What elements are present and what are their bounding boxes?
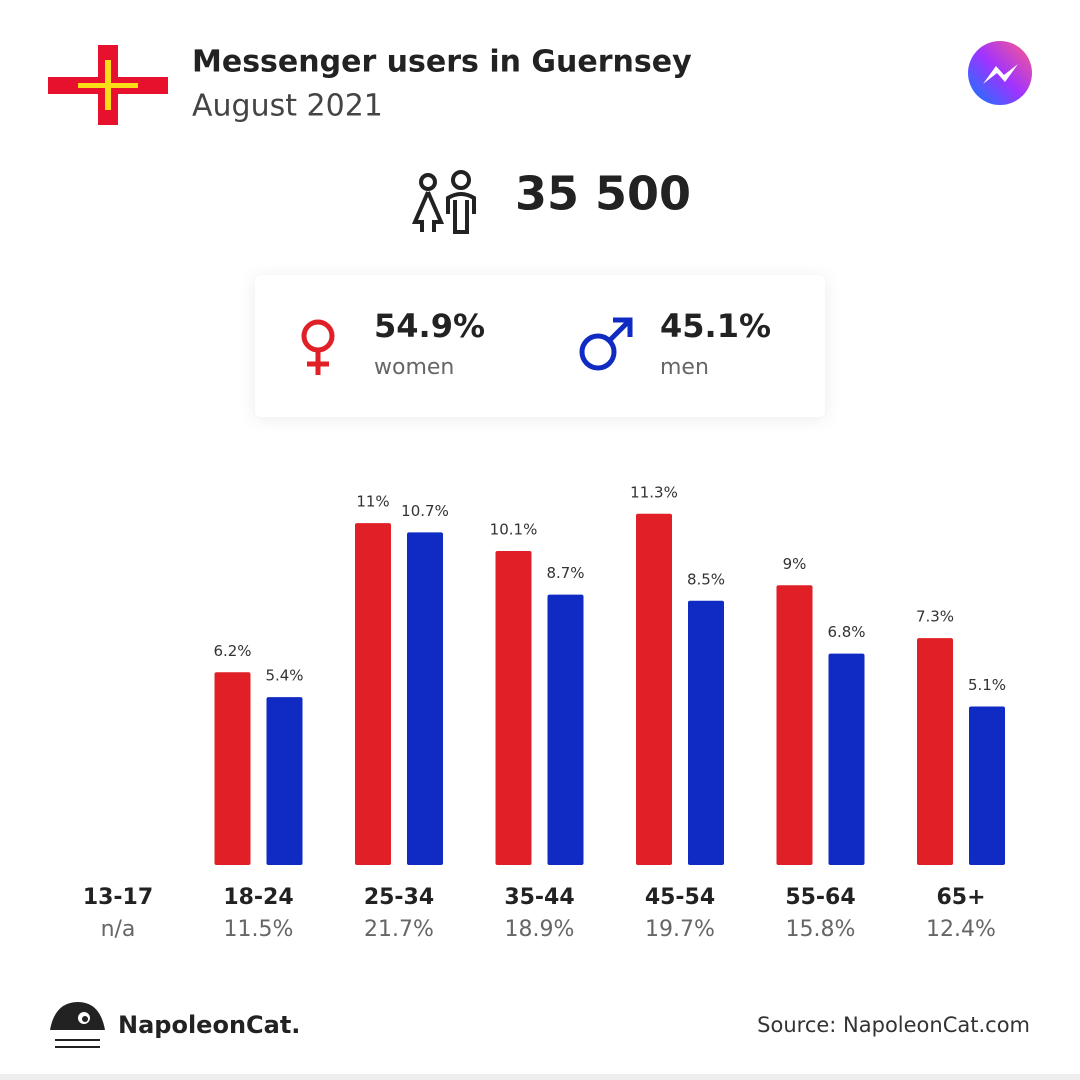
bar — [688, 600, 724, 865]
value-label: 11.3% — [630, 483, 678, 501]
value-label: 8.5% — [687, 570, 725, 588]
title: Messenger users in Guernsey — [192, 45, 692, 80]
value-label: 10.1% — [490, 521, 538, 539]
value-label: 11% — [356, 493, 389, 511]
category-label: 65+ — [936, 885, 985, 910]
bar — [776, 585, 813, 865]
category-total: 18.9% — [505, 917, 575, 942]
category-label: 25-34 — [364, 885, 434, 910]
category-label: 45-54 — [645, 885, 715, 910]
bar — [636, 513, 672, 865]
bar — [266, 697, 303, 865]
people-icon — [411, 170, 476, 234]
subtitle: August 2021 — [192, 89, 383, 124]
value-label: 6.8% — [827, 623, 865, 641]
male-icon — [579, 317, 633, 371]
category-total: 19.7% — [645, 917, 715, 942]
value-label: 5.1% — [968, 676, 1006, 694]
value-label: 5.4% — [265, 667, 303, 685]
bar — [547, 594, 584, 865]
source: Source: NapoleonCat.com — [757, 1013, 1030, 1037]
men-share: 45.1% — [660, 307, 771, 345]
bottom-strip — [0, 1074, 1080, 1080]
bar — [407, 532, 443, 865]
bar — [495, 551, 532, 865]
bar-chart: 13-17 n/a 18-24 11.5% 6.2% 5.4% 25-34 21.7% 11% 1… — [83, 483, 1006, 942]
category-total: 21.7% — [364, 917, 434, 942]
gender-card — [255, 275, 825, 417]
category-total: 12.4% — [926, 917, 996, 942]
men-label: men — [660, 355, 709, 380]
value-label: 9% — [783, 555, 807, 573]
total-users: 35 500 — [515, 167, 691, 221]
brand: NapoleonCat. — [118, 1011, 300, 1039]
category-total: n/a — [101, 917, 136, 942]
category-label: 55-64 — [785, 885, 855, 910]
napoleoncat-logo — [50, 1002, 105, 1048]
category-total: 11.5% — [224, 917, 294, 942]
category-label: 35-44 — [504, 885, 574, 910]
bar — [828, 653, 865, 865]
category-label: 18-24 — [223, 885, 293, 910]
bar — [214, 672, 251, 865]
category-total: 15.8% — [786, 917, 856, 942]
value-label: 8.7% — [546, 564, 584, 582]
value-label: 6.2% — [213, 642, 251, 660]
bar — [969, 706, 1005, 865]
value-label: 7.3% — [916, 608, 954, 626]
bar — [355, 523, 391, 865]
value-label: 10.7% — [401, 502, 449, 520]
bar — [917, 638, 953, 865]
flag — [48, 45, 168, 125]
women-share: 54.9% — [374, 307, 485, 345]
messenger-logo — [968, 41, 1032, 105]
female-icon — [301, 319, 335, 375]
category-label: 13-17 — [83, 885, 153, 910]
women-label: women — [374, 355, 454, 380]
